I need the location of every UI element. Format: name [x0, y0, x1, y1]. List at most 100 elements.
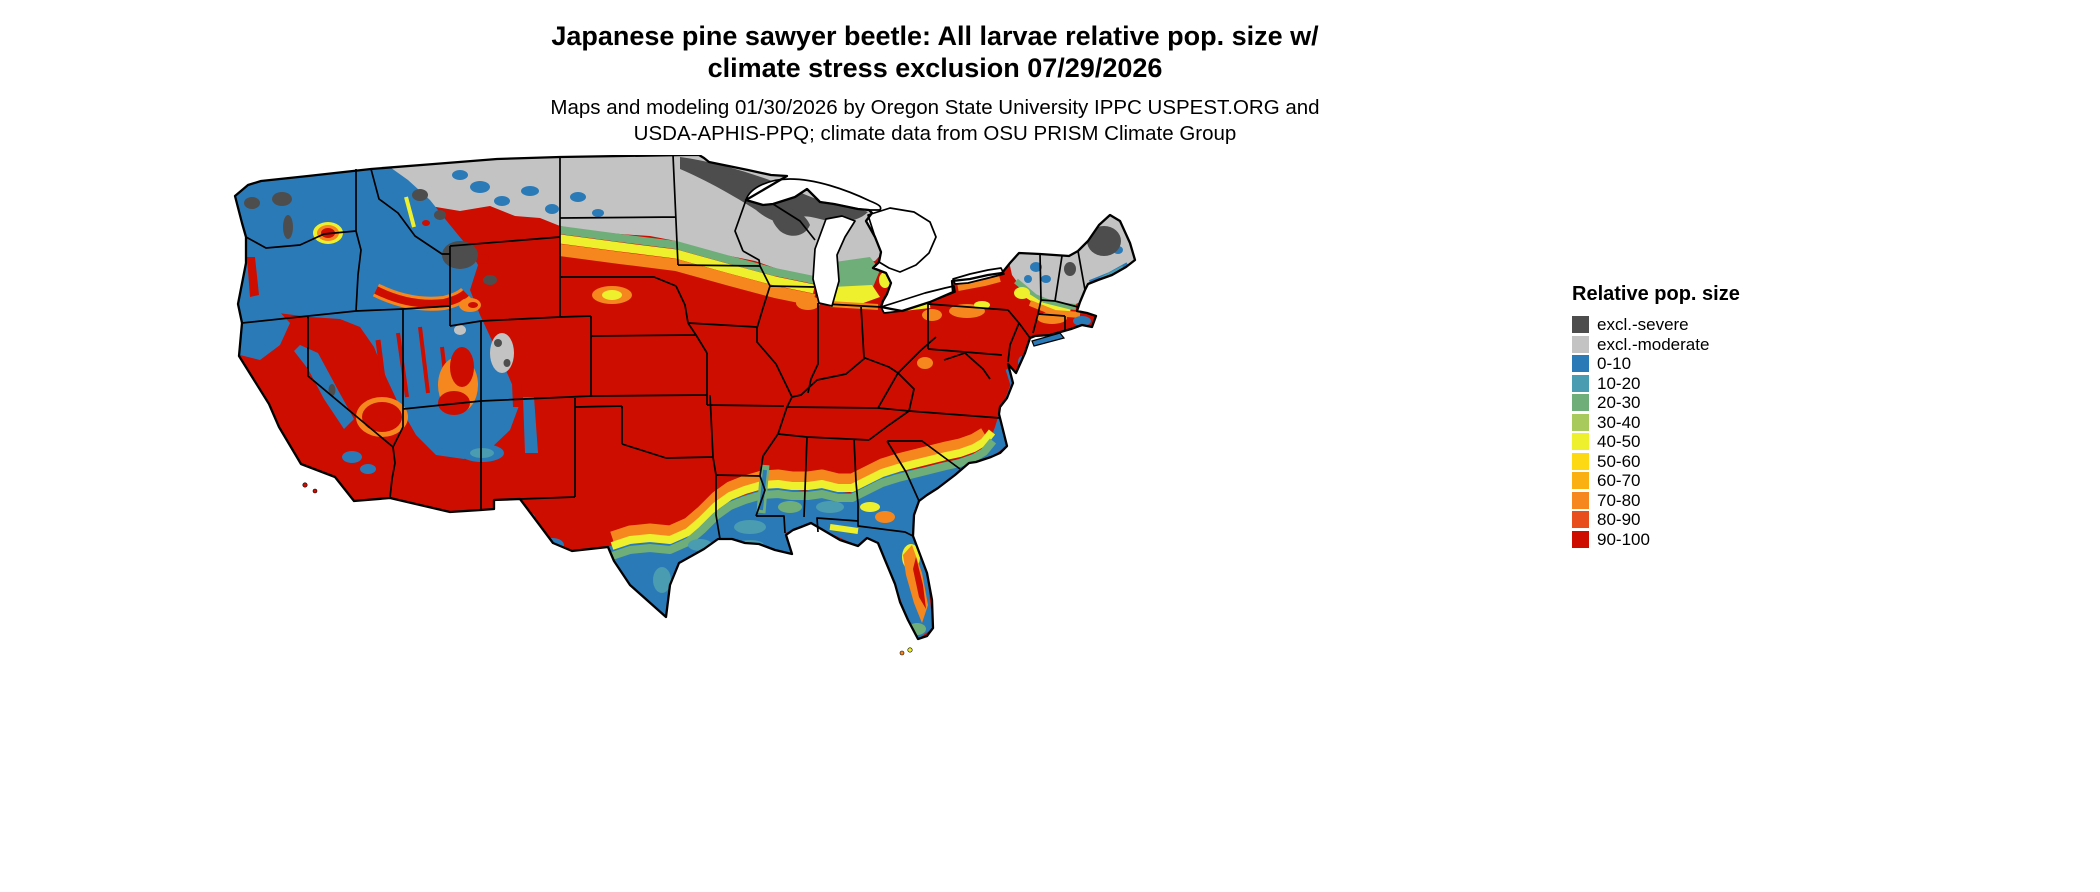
- snake-plain-red: [374, 286, 469, 308]
- montana-blue-speckles: [452, 170, 604, 217]
- map-subtitle-line2: USDA-APHIS-PPQ; climate data from OSU PR…: [633, 122, 1237, 145]
- map-subtitle: Maps and modeling 01/30/2026 by Oregon S…: [0, 95, 1870, 147]
- legend-row: excl.-moderate: [1572, 335, 1740, 355]
- ms-green: [778, 501, 802, 513]
- legend-row: 60-70: [1572, 471, 1740, 491]
- channel-island-1: [302, 482, 308, 488]
- ga-teal: [816, 501, 844, 513]
- lake-erie: [880, 285, 956, 314]
- legend-row: 20-30: [1572, 393, 1740, 413]
- panhandle-yellow: [829, 524, 859, 534]
- legend-swatch-excl-severe: [1572, 316, 1589, 334]
- willamette-red: [247, 257, 259, 297]
- legend-swatch-70-80: [1572, 491, 1589, 509]
- ontario-shore-orange: [957, 276, 1001, 291]
- miss-river-blue: [759, 469, 767, 511]
- legend-swatch-60-70: [1572, 472, 1589, 490]
- montana-valley-red: [422, 220, 430, 226]
- legend-row: 90-100: [1572, 530, 1740, 550]
- legend-label: 50-60: [1597, 451, 1641, 471]
- layer-blue-southeast: [608, 414, 1007, 639]
- catskills-yellow: [1014, 287, 1030, 299]
- map-subtitle-line1: Maps and modeling 01/30/2026 by Oregon S…: [550, 96, 1320, 119]
- legend-label: 40-50: [1597, 432, 1641, 452]
- legend-swatch-40-50: [1572, 433, 1589, 451]
- s-georgia-orange: [875, 511, 895, 523]
- channel-island-2: [312, 488, 318, 494]
- us-outline: [233, 153, 1137, 641]
- dark-maine: [1087, 226, 1121, 256]
- sangre-de-cristo-blue: [523, 397, 538, 453]
- legend-swatch-90-100: [1572, 530, 1589, 548]
- band-green-southeast: [610, 438, 997, 560]
- dark-colorado-2: [503, 359, 511, 367]
- dark-montana-1: [412, 189, 428, 201]
- dark-colorado-1: [494, 339, 502, 347]
- legend-label: excl.-severe: [1597, 315, 1689, 335]
- socal-mtn-blue-1: [342, 451, 362, 463]
- band-green-midwest: [559, 226, 815, 284]
- legend-swatch-20-30: [1572, 394, 1589, 412]
- band-orange-southeast: [610, 428, 987, 543]
- legend-swatch-30-40: [1572, 413, 1589, 431]
- dark-olympics: [244, 197, 260, 209]
- dark-montana-2: [434, 210, 446, 220]
- legend-row: excl.-severe: [1572, 315, 1740, 335]
- s-georgia-yellow: [860, 502, 880, 512]
- band-orange-midwest: [559, 244, 816, 306]
- legend-title: Relative pop. size: [1572, 283, 1740, 305]
- florida-keys-2: [899, 650, 905, 656]
- legend-row: 40-50: [1572, 432, 1740, 452]
- florida-red-core: [913, 557, 926, 609]
- legend-label: 80-90: [1597, 510, 1641, 530]
- florida-keys-1: [907, 647, 913, 653]
- dark-yellowstone: [442, 241, 478, 269]
- legend-label: excl.-moderate: [1597, 334, 1710, 354]
- legend-swatch-50-60: [1572, 452, 1589, 470]
- map-title: Japanese pine sawyer beetle: All larvae …: [0, 20, 1870, 84]
- la-teal-1: [734, 520, 766, 534]
- legend-row: 70-80: [1572, 491, 1740, 511]
- sw-nevada-red: [362, 402, 402, 432]
- mogollon-teal: [470, 448, 494, 458]
- tx-coast-teal: [653, 567, 671, 593]
- colorado-gray: [490, 333, 514, 373]
- legend-row: 30-40: [1572, 413, 1740, 433]
- west-virginia-orange: [917, 357, 933, 369]
- legend-row: 0-10: [1572, 354, 1740, 374]
- legend-swatch-excl-moderate: [1572, 335, 1589, 353]
- utah-red-1: [450, 347, 474, 387]
- legend-label: 90-100: [1597, 529, 1650, 549]
- legend-label: 60-70: [1597, 471, 1641, 491]
- legend-row: 50-60: [1572, 452, 1740, 472]
- lower-michigan-yellow: [832, 285, 880, 305]
- dark-north-cascades: [272, 192, 292, 206]
- legend: Relative pop. size excl.-severe excl.-mo…: [1572, 283, 1740, 549]
- sandhills-yellow: [602, 290, 622, 300]
- legend-label: 0-10: [1597, 354, 1632, 374]
- dark-cascade-strip: [283, 215, 293, 239]
- montana-valley-yellow: [404, 196, 416, 228]
- state-borders: [241, 154, 1086, 540]
- chicago-orange-patch: [796, 296, 820, 310]
- legend-swatch-10-20: [1572, 374, 1589, 392]
- legend-label: 70-80: [1597, 490, 1641, 510]
- legend-label: 30-40: [1597, 412, 1641, 432]
- legend-row: 10-20: [1572, 374, 1740, 394]
- dark-white-mtns: [1064, 262, 1076, 276]
- legend-label: 10-20: [1597, 373, 1641, 393]
- legend-label: 20-30: [1597, 393, 1641, 413]
- dark-sierra: [328, 384, 336, 396]
- sierra-nevada-blue: [294, 345, 354, 429]
- florida-orange-ridge: [903, 545, 928, 623]
- lake-michigan: [812, 215, 856, 307]
- long-island: [1031, 332, 1066, 347]
- us-population-map: [230, 153, 1140, 665]
- map-title-line1: Japanese pine sawyer beetle: All larvae …: [551, 21, 1319, 51]
- socal-mtn-blue-2: [360, 464, 376, 474]
- bighorn-basin-red: [475, 254, 489, 264]
- band-yellow-midwest: [559, 234, 815, 294]
- ne-ohio-orange: [922, 309, 942, 321]
- map-title-line2: climate stress exclusion 07/29/2026: [707, 53, 1163, 83]
